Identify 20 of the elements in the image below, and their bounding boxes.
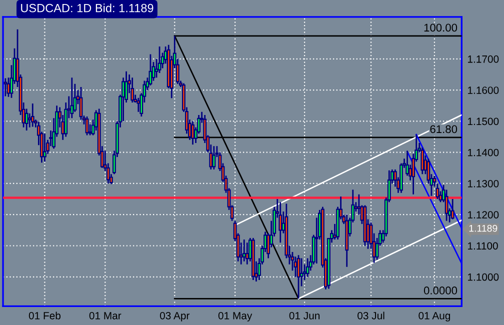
- x-tick-label: 01 Jun: [289, 312, 320, 320]
- y-tick-label: 1.1400: [468, 148, 499, 156]
- y-tick-label: 1.1600: [468, 86, 499, 94]
- y-tick-label: 1.1000: [468, 273, 499, 281]
- y-tick-label: 1.1300: [468, 180, 499, 188]
- chart-title: USDCAD: 1D Bid: 1.1189: [21, 4, 154, 12]
- x-tick-label: 01 May: [218, 312, 252, 322]
- y-tick-label: 1.1100: [468, 242, 498, 250]
- annotation: 0.0000: [424, 286, 458, 294]
- x-tick-label: 03 Jul: [358, 312, 384, 320]
- text: 1.1189: [469, 224, 498, 232]
- y-tick-label: 1.1200: [468, 211, 499, 218]
- x-tick-label: 01 Feb: [28, 312, 60, 320]
- x-tick-label: 01 Mar: [89, 312, 122, 320]
- annotation: 100.00: [424, 24, 458, 32]
- annotation: 61.80: [430, 125, 458, 134]
- y-tick-label: 1.1700: [468, 55, 499, 63]
- x-tick-label: 01 Aug: [418, 312, 450, 322]
- y-tick-label: 1.1500: [468, 118, 499, 126]
- x-tick-label: 03 Apr: [160, 312, 190, 322]
